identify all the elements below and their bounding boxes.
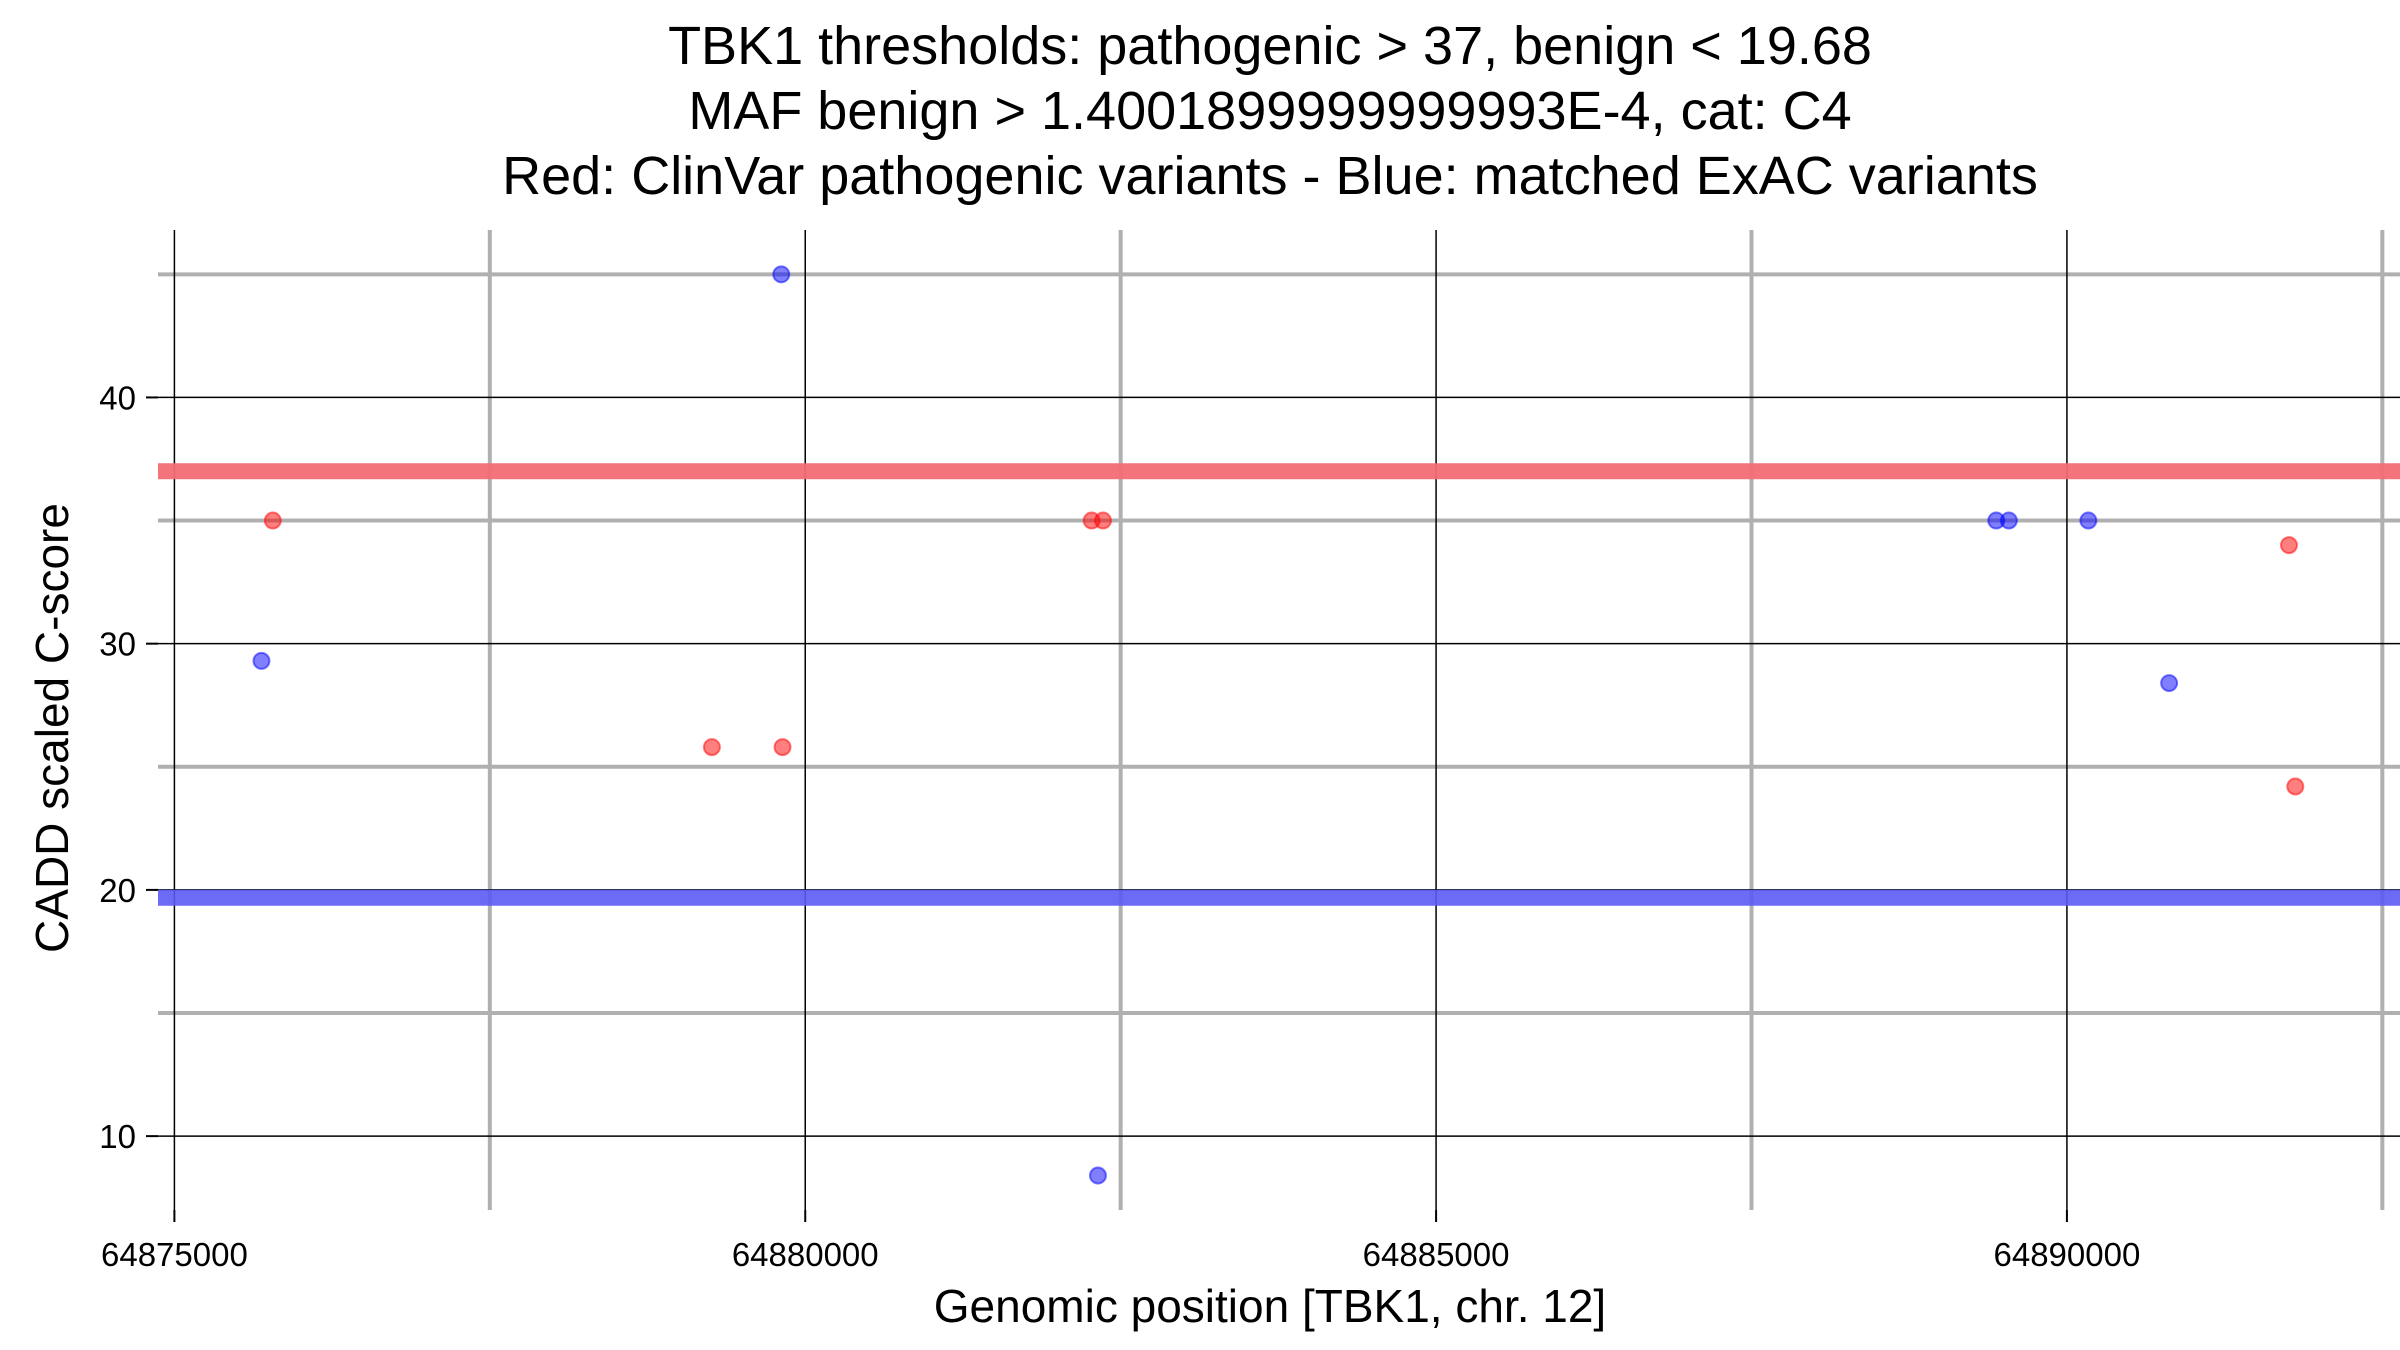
clinvar-point <box>1093 511 1112 530</box>
y-tick-label: 30 <box>99 626 136 663</box>
exac-point <box>1088 1166 1107 1185</box>
minor-grid <box>158 230 2400 1210</box>
clinvar-point <box>702 738 721 757</box>
x-tick-label: 64890000 <box>1994 1236 2141 1273</box>
y-axis-label: CADD scaled C-score <box>26 503 78 953</box>
data-points <box>252 265 2305 1185</box>
clinvar-point <box>2279 536 2298 555</box>
title-line-1: TBK1 thresholds: pathogenic > 37, benign… <box>668 16 1872 76</box>
x-tick-label: 64880000 <box>732 1236 879 1273</box>
clinvar-point <box>773 738 792 757</box>
chart-title: TBK1 thresholds: pathogenic > 37, benign… <box>502 16 2038 206</box>
clinvar-point <box>263 511 282 530</box>
y-tick-label: 40 <box>99 379 136 416</box>
y-tick-label: 10 <box>99 1118 136 1155</box>
title-line-3: Red: ClinVar pathogenic variants - Blue:… <box>502 146 2038 206</box>
exac-point <box>252 651 271 670</box>
axes: 64875000 64880000 64885000 64890000 10 20 30 40 <box>99 379 2140 1273</box>
x-tick-label: 64885000 <box>1363 1236 1510 1273</box>
threshold-lines <box>158 463 2400 906</box>
exac-point <box>2079 511 2098 530</box>
exac-point <box>2160 674 2179 693</box>
clinvar-point <box>2286 777 2305 796</box>
y-tick-label: 20 <box>99 872 136 909</box>
exac-point <box>1999 511 2018 530</box>
major-grid <box>158 230 2400 1210</box>
title-line-2: MAF benign > 1.4001899999999993E-4, cat:… <box>688 81 1851 141</box>
x-tick-label: 64875000 <box>101 1236 248 1273</box>
exac-point <box>772 265 791 284</box>
x-axis-label: Genomic position [TBK1, chr. 12] <box>934 1280 1606 1332</box>
